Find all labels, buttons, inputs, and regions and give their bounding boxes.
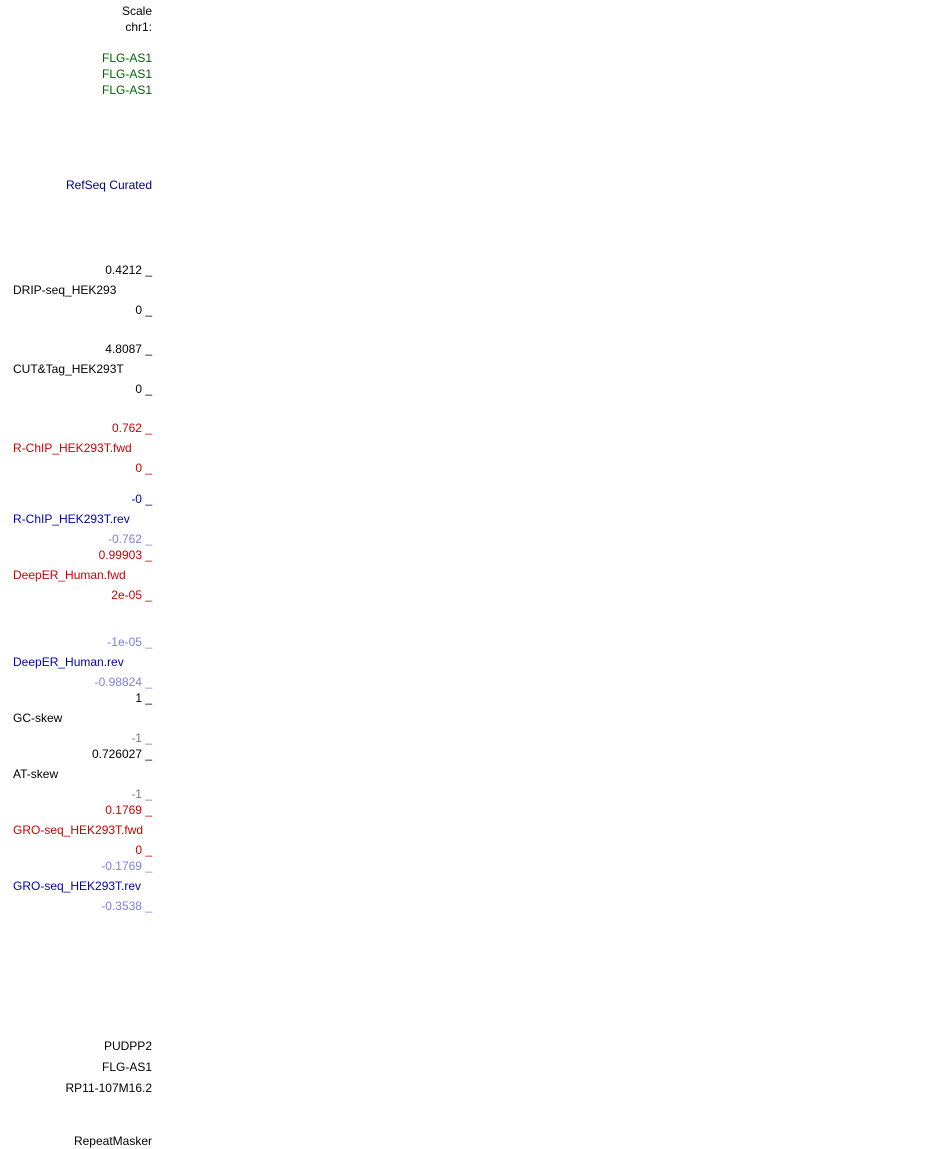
cuttag-track-label[interactable]: CUT&Tag_HEK293T	[13, 362, 124, 376]
gro-seq-rev-max: -0.1769 _	[101, 859, 152, 873]
rchip-rev-max: -0 _	[131, 492, 152, 506]
gene-label-flg-as1-1[interactable]: FLG-AS1	[101, 51, 152, 65]
at-skew-max: 0.726027 _	[91, 747, 152, 761]
cuttag-min: 0 _	[135, 382, 152, 396]
at-skew-min: -1 _	[131, 787, 152, 801]
at-skew-track-label[interactable]: AT-skew	[13, 767, 59, 781]
deeper-rev-track-label[interactable]: DeepER_Human.rev	[13, 655, 124, 669]
refseq-curated-label[interactable]: RefSeq Curated	[65, 178, 152, 192]
gene-label-flg-as1-bottom[interactable]: FLG-AS1	[101, 1060, 152, 1074]
drip-seq-min: 0 _	[135, 303, 152, 317]
gene-label-pudpp2[interactable]: PUDPP2	[103, 1039, 152, 1053]
rchip-rev-min: -0.762 _	[107, 532, 152, 546]
deeper-rev-max: -1e-05 _	[107, 635, 152, 649]
gene-label-flg-as1-3[interactable]: FLG-AS1	[101, 83, 152, 97]
deeper-fwd-track-label[interactable]: DeepER_Human.fwd	[13, 568, 126, 582]
gro-seq-fwd-track-label[interactable]: GRO-seq_HEK293T.fwd	[13, 823, 144, 837]
deeper-fwd-max: 0.99903 _	[98, 548, 152, 562]
gene-label-flg-as1-2[interactable]: FLG-AS1	[101, 67, 152, 81]
drip-seq-track-label[interactable]: DRIP-seq_HEK293	[13, 283, 117, 297]
deeper-rev-min: -0.98824 _	[94, 675, 152, 689]
deeper-fwd-min: 2e-05 _	[111, 588, 152, 602]
gc-skew-track-label[interactable]: GC-skew	[13, 711, 63, 725]
rchip-fwd-max: 0.762 _	[111, 421, 152, 435]
drip-seq-max: 0.4212 _	[105, 263, 152, 277]
gene-label-rp11-107m16-2[interactable]: RP11-107M16.2	[65, 1081, 153, 1095]
cuttag-max: 4.8087 _	[105, 342, 152, 356]
scale-label[interactable]: Scale	[121, 4, 152, 18]
rchip-fwd-track-label[interactable]: R-ChIP_HEK293T.fwd	[13, 441, 132, 455]
rchip-rev-track-label[interactable]: R-ChIP_HEK293T.rev	[13, 512, 130, 526]
gro-seq-rev-track-label[interactable]: GRO-seq_HEK293T.rev	[13, 879, 142, 893]
repeatmasker-label[interactable]: RepeatMasker	[73, 1134, 152, 1148]
gc-skew-max: 1 _	[135, 691, 152, 705]
chromosome-label[interactable]: chr1:	[125, 20, 152, 34]
gc-skew-min: -1 _	[131, 731, 152, 745]
gro-seq-rev-min: -0.3538 _	[101, 899, 152, 913]
gro-seq-fwd-max: 0.1769 _	[105, 803, 152, 817]
gro-seq-fwd-min: 0 _	[135, 843, 152, 857]
rchip-fwd-min: 0 _	[135, 461, 152, 475]
